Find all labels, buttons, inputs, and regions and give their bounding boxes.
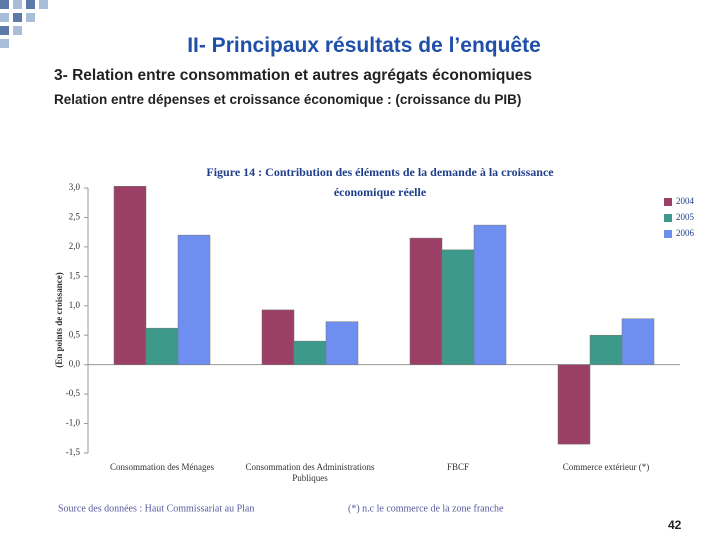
- bar: [325, 321, 359, 365]
- bar: [261, 309, 295, 365]
- source: Source des données : Haut Commissariat a…: [58, 503, 254, 514]
- y-tick-label: 2,0: [69, 241, 81, 251]
- legend-swatch: [664, 214, 672, 222]
- y-tick-label: 3,0: [69, 182, 81, 192]
- decor: [0, 13, 9, 22]
- bar: [441, 249, 475, 365]
- decor: [39, 0, 48, 9]
- decor: [0, 26, 9, 35]
- slide-title: II- Principaux résultats de l’enquête: [187, 34, 541, 57]
- x-tick-label: Consommation des Administrations Publiqu…: [245, 462, 375, 483]
- y-tick-label: 1,0: [69, 300, 81, 310]
- decor: [26, 0, 35, 9]
- y-tick-label: -1,0: [66, 418, 81, 428]
- legend-swatch: [664, 198, 672, 206]
- x-tick-label: Consommation des Ménages: [110, 462, 214, 472]
- y-axis-label: (En points de croissance): [54, 272, 64, 368]
- y-tick-label: 0,5: [69, 329, 81, 339]
- legend-label: 2004: [676, 196, 695, 206]
- bar: [621, 318, 655, 365]
- bar: [473, 224, 507, 365]
- x-tick-label: Commerce extérieur (*): [562, 462, 650, 472]
- x-tick-label: FBCF: [446, 462, 470, 472]
- y-tick-label: 1,5: [69, 270, 81, 280]
- legend-label: 2005: [676, 212, 695, 222]
- y-tick-label: 2,5: [69, 212, 81, 222]
- chart-title: Figure 14 : Contribution des éléments de…: [206, 165, 554, 199]
- bar: [113, 185, 147, 365]
- decor: [13, 13, 22, 22]
- y-tick-label: -1,5: [66, 447, 81, 457]
- y-tick-label: 0,0: [69, 359, 81, 369]
- note: (*) n.c le commerce de la zone franche: [348, 503, 504, 514]
- bar: [409, 237, 443, 365]
- bar: [589, 334, 623, 365]
- bar: [177, 234, 211, 365]
- bar: [557, 364, 591, 445]
- decor: [0, 39, 9, 48]
- legend-swatch: [664, 230, 672, 238]
- decor: [26, 13, 35, 22]
- decor: [13, 26, 22, 35]
- decor: [0, 0, 9, 9]
- y-tick-label: -0,5: [66, 388, 81, 398]
- subtitle: Relation entre dépenses et croissance éc…: [54, 92, 522, 107]
- legend-label: 2006: [676, 228, 695, 238]
- bar: [145, 327, 179, 365]
- decor: [13, 0, 22, 9]
- bar: [293, 340, 327, 365]
- page-number: 42: [668, 518, 682, 532]
- subtitle: 3- Relation entre consommation et autres…: [54, 67, 533, 84]
